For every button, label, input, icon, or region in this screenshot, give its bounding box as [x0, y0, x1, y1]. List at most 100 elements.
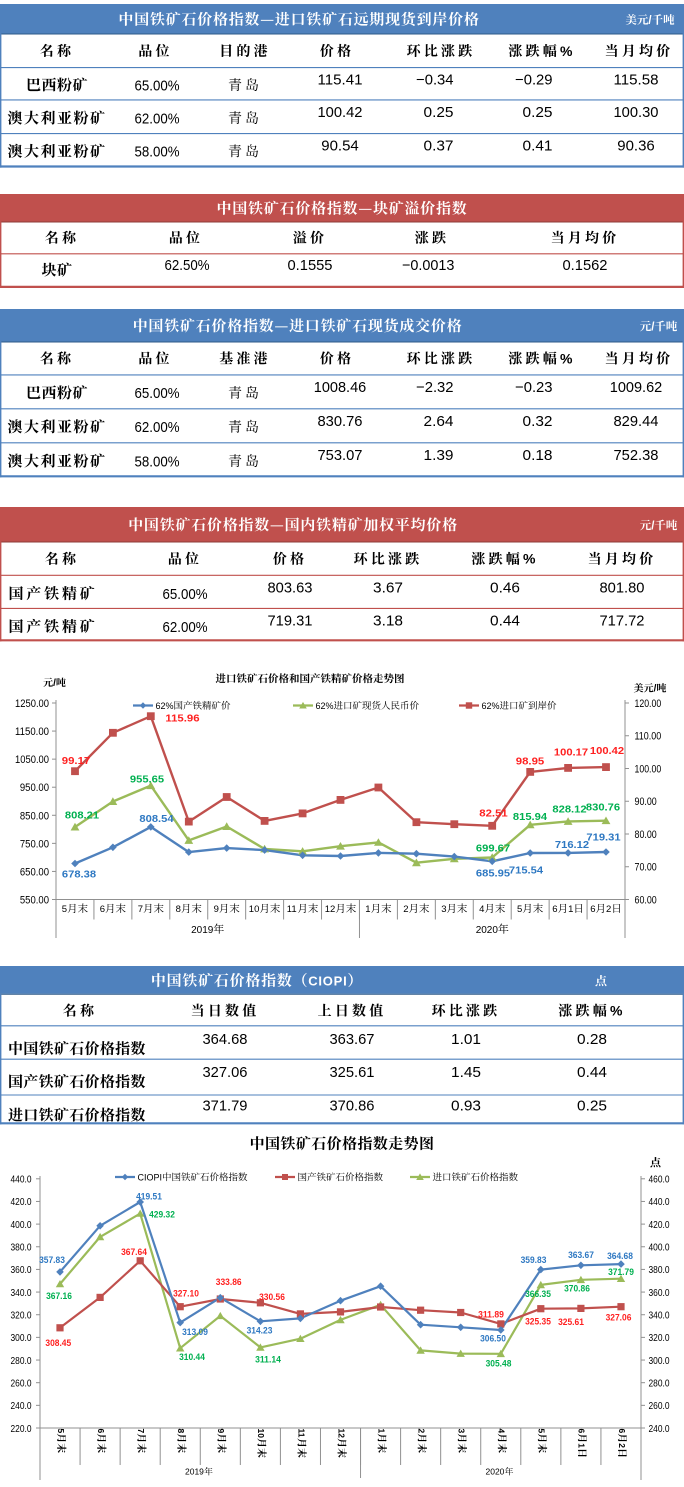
svg-text:719.31: 719.31 — [268, 612, 313, 629]
svg-text:716.12: 716.12 — [555, 839, 589, 851]
svg-text:0.1555: 0.1555 — [288, 257, 333, 274]
svg-text:2020: 2020 — [476, 925, 499, 936]
svg-text:12: 12 — [325, 904, 336, 915]
svg-text:10: 10 — [256, 1429, 266, 1439]
svg-text:6: 6 — [590, 904, 595, 915]
svg-text:62.00%: 62.00% — [135, 419, 180, 436]
svg-text:4: 4 — [479, 904, 484, 915]
svg-text:325.61: 325.61 — [330, 1064, 375, 1081]
svg-text:300.0: 300.0 — [649, 1355, 670, 1367]
svg-text:850.00: 850.00 — [20, 810, 49, 822]
svg-text:3: 3 — [441, 904, 446, 915]
svg-text:650.00: 650.00 — [20, 866, 49, 878]
svg-text:364.68: 364.68 — [607, 1251, 633, 1262]
svg-text:367.16: 367.16 — [46, 1291, 72, 1302]
svg-text:308.45: 308.45 — [45, 1338, 71, 1349]
svg-text:100.42: 100.42 — [318, 104, 363, 121]
svg-text:110.00: 110.00 — [635, 731, 662, 743]
svg-text:400.0: 400.0 — [649, 1242, 670, 1254]
svg-text:828.12: 828.12 — [552, 803, 586, 815]
svg-text:280.0: 280.0 — [11, 1355, 32, 1367]
svg-text:0.44: 0.44 — [577, 1064, 607, 1081]
svg-text:325.35: 325.35 — [525, 1316, 551, 1327]
svg-text:1.45: 1.45 — [451, 1064, 481, 1081]
svg-text:65.00%: 65.00% — [135, 385, 180, 402]
svg-text:340.0: 340.0 — [649, 1310, 670, 1322]
svg-text:0.18: 0.18 — [523, 447, 553, 464]
svg-text:115.58: 115.58 — [614, 72, 659, 89]
svg-text:370.86: 370.86 — [564, 1283, 590, 1294]
svg-text:90.00: 90.00 — [635, 796, 657, 808]
svg-text:3.18: 3.18 — [373, 612, 403, 629]
svg-text:6: 6 — [100, 904, 105, 915]
svg-text:1: 1 — [577, 1443, 587, 1448]
svg-text:420.0: 420.0 — [649, 1219, 670, 1231]
svg-text:313.09: 313.09 — [182, 1327, 208, 1338]
svg-text:2020: 2020 — [486, 1467, 505, 1477]
svg-text:333.86: 333.86 — [216, 1277, 242, 1288]
svg-text:5: 5 — [56, 1429, 66, 1434]
svg-text:699.67: 699.67 — [476, 842, 510, 854]
svg-text:5: 5 — [537, 1429, 547, 1434]
svg-text:58.00%: 58.00% — [135, 453, 180, 470]
svg-text:100.17: 100.17 — [554, 746, 588, 758]
svg-text:440.0: 440.0 — [649, 1196, 670, 1208]
svg-text:9: 9 — [216, 1429, 226, 1434]
svg-text:99.17: 99.17 — [62, 755, 91, 767]
svg-text:327.06: 327.06 — [606, 1312, 632, 1323]
svg-text:325.61: 325.61 — [558, 1317, 584, 1328]
svg-text:65.00%: 65.00% — [163, 586, 208, 603]
svg-text:1050.00: 1050.00 — [15, 754, 49, 766]
svg-text:−0.29: −0.29 — [515, 72, 553, 89]
svg-text:−0.0013: −0.0013 — [402, 257, 455, 274]
svg-text:1150.00: 1150.00 — [15, 726, 49, 738]
svg-text:/: / — [53, 678, 56, 689]
svg-text:11: 11 — [287, 904, 297, 915]
svg-text:306.50: 306.50 — [480, 1333, 506, 1344]
svg-text:%: % — [610, 1002, 626, 1018]
svg-text:305.48: 305.48 — [486, 1358, 512, 1369]
svg-text:550.00: 550.00 — [20, 894, 49, 906]
svg-text:/: / — [651, 520, 655, 532]
svg-text:440.0: 440.0 — [11, 1174, 32, 1186]
svg-text:100.42: 100.42 — [590, 745, 624, 757]
svg-text:90.36: 90.36 — [617, 138, 655, 155]
svg-text:0.28: 0.28 — [577, 1031, 607, 1048]
svg-text:7: 7 — [138, 904, 143, 915]
svg-text:310.44: 310.44 — [179, 1352, 205, 1363]
svg-text:360.0: 360.0 — [649, 1287, 670, 1299]
svg-text:0.25: 0.25 — [577, 1097, 607, 1114]
svg-text:717.72: 717.72 — [600, 612, 645, 629]
svg-text:371.79: 371.79 — [608, 1267, 634, 1278]
svg-text:100.00: 100.00 — [635, 763, 662, 775]
svg-text:364.68: 364.68 — [203, 1031, 248, 1048]
svg-text:82.51: 82.51 — [479, 807, 508, 819]
svg-text:370.86: 370.86 — [330, 1097, 375, 1114]
svg-text:340.0: 340.0 — [11, 1287, 32, 1299]
svg-text:3.67: 3.67 — [373, 580, 403, 597]
svg-text:6: 6 — [552, 904, 557, 915]
svg-text:80.00: 80.00 — [635, 829, 657, 841]
svg-text:419.51: 419.51 — [136, 1191, 162, 1202]
svg-text:2: 2 — [617, 1443, 627, 1448]
svg-text:CIOPI: CIOPI — [138, 1172, 163, 1182]
svg-text:−0.23: −0.23 — [515, 379, 553, 396]
svg-text:7: 7 — [136, 1429, 146, 1434]
svg-text:0.32: 0.32 — [523, 413, 553, 430]
svg-text:830.76: 830.76 — [318, 413, 363, 430]
svg-text:357.83: 357.83 — [39, 1255, 65, 1266]
svg-text:950.00: 950.00 — [20, 782, 49, 794]
svg-text:240.0: 240.0 — [649, 1423, 670, 1435]
svg-text:280.0: 280.0 — [649, 1377, 670, 1389]
svg-text:/: / — [654, 684, 657, 695]
svg-text:5: 5 — [62, 904, 67, 915]
svg-text:8: 8 — [176, 904, 181, 915]
svg-text:%: % — [560, 350, 576, 366]
svg-text:359.83: 359.83 — [521, 1255, 547, 1266]
svg-text:380.0: 380.0 — [649, 1264, 670, 1276]
svg-text:371.79: 371.79 — [203, 1097, 248, 1114]
svg-text:%: % — [560, 43, 576, 59]
svg-text:70.00: 70.00 — [635, 862, 657, 874]
svg-text:363.67: 363.67 — [568, 1250, 594, 1261]
svg-text:2: 2 — [403, 904, 408, 915]
